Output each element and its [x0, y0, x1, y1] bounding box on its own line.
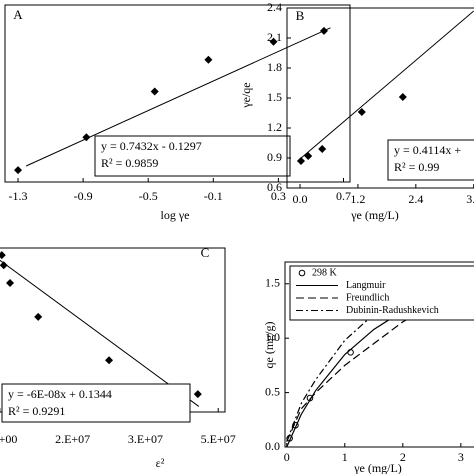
data-point	[105, 356, 114, 365]
panel-label: B	[296, 8, 305, 23]
x-tick-label: 0.3	[271, 189, 286, 203]
data-point	[398, 93, 407, 101]
legend-label: Langmuir	[346, 280, 386, 291]
model-curve	[286, 280, 474, 442]
x-tick-label: 0.0	[293, 192, 308, 206]
legend-label: 298 K	[312, 267, 338, 278]
annotation: R² = 0.9859	[101, 156, 158, 170]
y-axis-label: qe (mg/g)	[262, 322, 276, 369]
x-tick-label: -0.5	[139, 189, 158, 203]
y-tick-label: 1.5	[265, 276, 280, 290]
x-axis-label: γe (mg/L)	[350, 208, 399, 222]
x-axis-label: ε²	[156, 456, 165, 470]
data-point	[347, 349, 354, 356]
x-tick-label: 3	[458, 450, 464, 464]
data-point	[204, 55, 213, 64]
x-tick-label: 2.E+07	[55, 432, 90, 446]
y-tick-label: 1.2	[267, 120, 282, 134]
data-point	[319, 26, 328, 35]
data-point	[0, 261, 8, 270]
x-tick-label: -0.1	[204, 189, 223, 203]
panel-label: A	[13, 7, 23, 22]
y-tick-label: 0.0	[265, 439, 280, 453]
y-tick-label: 1.0	[265, 330, 280, 344]
x-tick-label: 1	[342, 450, 348, 464]
x-tick-label: 5.E+07	[201, 432, 236, 446]
data-point	[193, 390, 202, 399]
y-tick-label: 0.5	[265, 384, 280, 398]
x-tick-label: -0.9	[74, 189, 93, 203]
y-tick-label: 0.9	[267, 150, 282, 164]
data-point	[357, 108, 366, 116]
x-tick-label: 3.E+07	[128, 432, 163, 446]
plot-frame	[284, 261, 474, 448]
data-point	[6, 279, 15, 288]
annotation: y = 0.7432x - 0.1297	[101, 139, 202, 153]
y-tick-label: 1.5	[267, 90, 282, 104]
annotation: y = 0.4114x +	[394, 143, 461, 157]
data-point	[82, 133, 91, 142]
data-point	[0, 251, 6, 260]
x-tick-label: 0.E+00	[0, 432, 17, 446]
x-tick-label: -1.3	[9, 189, 28, 203]
x-tick-label: 3.6	[466, 192, 474, 206]
y-tick-label: 2.4	[267, 0, 282, 14]
x-axis-label: log γe	[161, 208, 190, 222]
data-point	[269, 37, 278, 46]
data-point	[318, 145, 327, 153]
annotation: R² = 0.9291	[8, 404, 65, 418]
x-tick-label: 2.4	[408, 192, 423, 206]
data-point	[14, 166, 23, 175]
x-tick-label: 1.2	[350, 192, 365, 206]
x-tick-label: 0.7	[336, 189, 351, 203]
x-tick-label: 0	[284, 450, 290, 464]
x-axis-label: γe (mg/L)	[353, 461, 402, 474]
y-tick-label: 2.1	[267, 30, 282, 44]
data-point	[34, 312, 43, 321]
trendline	[25, 27, 331, 167]
panel-label: C	[201, 245, 210, 260]
legend-label: Freundlich	[346, 292, 389, 303]
annotation-box	[94, 135, 291, 177]
data-point	[150, 87, 159, 96]
data-point	[304, 152, 313, 160]
legend-label: Dubinin-Radushkevich	[346, 305, 439, 316]
trendline	[297, 10, 474, 162]
trendline	[0, 259, 200, 407]
legend-marker	[298, 269, 306, 277]
x-tick-label: 2	[400, 450, 406, 464]
legend-box	[289, 265, 474, 321]
annotation-box	[1, 383, 191, 423]
annotation: R² = 0.99	[394, 160, 439, 174]
y-tick-label: 1.8	[267, 60, 282, 74]
y-axis-label: γe/qe	[239, 82, 253, 108]
annotation-box	[387, 139, 474, 181]
data-point	[296, 157, 305, 165]
y-tick-label: 0.6	[267, 180, 282, 194]
annotation: y = -6E-08x + 0.1344	[8, 387, 112, 401]
plot-frame	[4, 4, 351, 183]
